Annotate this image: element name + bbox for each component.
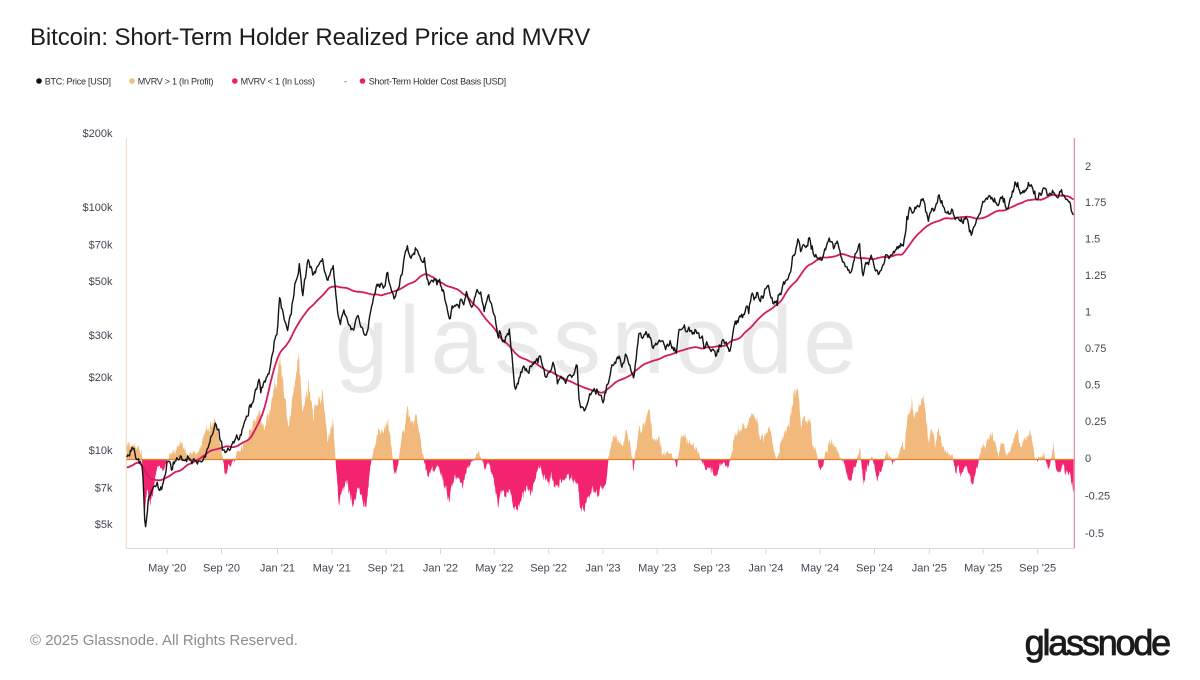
svg-text:Jan '24: Jan '24 [748,563,783,575]
svg-text:0.5: 0.5 [1085,379,1100,391]
svg-text:May '24: May '24 [801,563,839,575]
svg-text:-: - [344,77,347,87]
svg-text:2: 2 [1085,161,1091,173]
svg-text:0.25: 0.25 [1085,416,1106,428]
svg-text:$50k: $50k [89,276,113,288]
svg-text:-0.5: -0.5 [1085,528,1104,540]
svg-text:1: 1 [1085,306,1091,318]
svg-text:1.75: 1.75 [1085,197,1106,209]
svg-text:Bitcoin: Short-Term Holder Rea: Bitcoin: Short-Term Holder Realized Pric… [30,24,590,51]
svg-text:Sep '22: Sep '22 [530,563,567,575]
svg-text:May '25: May '25 [964,563,1002,575]
svg-text:$7k: $7k [95,482,113,494]
svg-text:© 2025 Glassnode. All Rights R: © 2025 Glassnode. All Rights Reserved. [30,632,298,649]
svg-text:MVRV > 1 (In Profit): MVRV > 1 (In Profit) [138,77,214,87]
svg-text:Jan '25: Jan '25 [912,563,947,575]
svg-text:$30k: $30k [89,330,113,342]
svg-text:$200k: $200k [83,128,113,140]
svg-text:May '20: May '20 [148,563,186,575]
svg-text:1.5: 1.5 [1085,233,1100,245]
svg-text:$5k: $5k [95,519,113,531]
svg-text:Jan '23: Jan '23 [585,563,620,575]
svg-text:Sep '20: Sep '20 [203,563,240,575]
svg-text:Short-Term Holder Cost Basis [: Short-Term Holder Cost Basis [USD] [369,77,506,87]
svg-text:$100k: $100k [83,202,113,214]
svg-text:$20k: $20k [89,372,113,384]
svg-text:1.25: 1.25 [1085,270,1106,282]
svg-text:Sep '23: Sep '23 [693,563,730,575]
svg-text:$10k: $10k [89,445,113,457]
svg-text:BTC: Price [USD]: BTC: Price [USD] [45,77,111,87]
svg-text:$70k: $70k [89,239,113,251]
svg-text:May '22: May '22 [475,563,513,575]
svg-text:Jan '21: Jan '21 [260,563,295,575]
svg-text:Sep '21: Sep '21 [368,563,405,575]
svg-text:May '23: May '23 [638,563,676,575]
svg-text:Sep '25: Sep '25 [1019,563,1056,575]
svg-text:-0.25: -0.25 [1085,490,1110,502]
svg-text:Jan '22: Jan '22 [423,563,458,575]
svg-text:0: 0 [1085,453,1091,465]
svg-text:May '21: May '21 [313,563,351,575]
svg-text:glassnode: glassnode [1025,622,1171,663]
svg-text:Sep '24: Sep '24 [856,563,893,575]
svg-text:0.75: 0.75 [1085,343,1106,355]
svg-text:glassnode: glassnode [335,287,867,394]
svg-text:MVRV < 1 (In Loss): MVRV < 1 (In Loss) [241,77,315,87]
